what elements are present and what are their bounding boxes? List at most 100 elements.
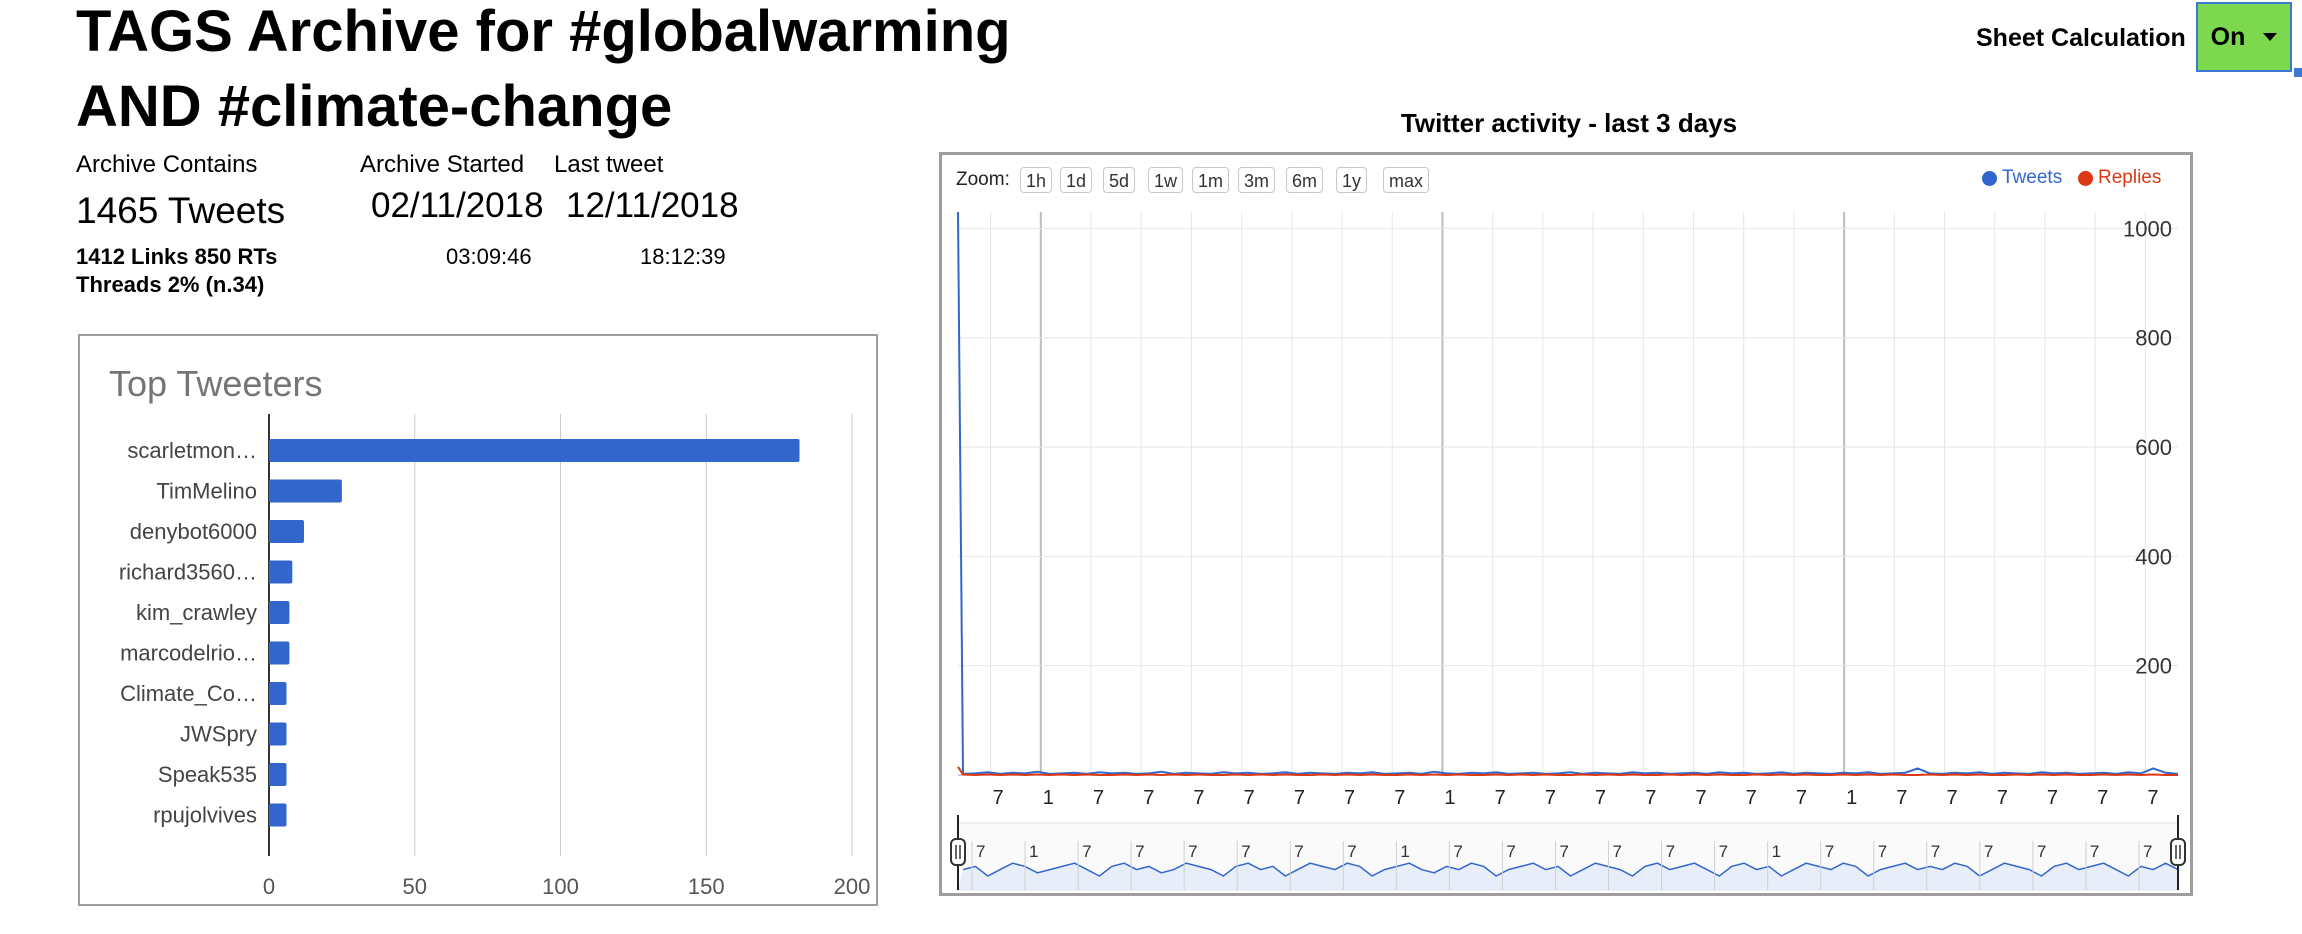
sheet-calculation-label: Sheet Calculation [1976,24,2186,52]
threads-stat: Threads 2% (n.34) [76,272,265,297]
x-tick-label: 7 [1093,787,1104,809]
range-handle-right[interactable] [2170,838,2186,866]
x-tick-label: 7 [1796,787,1807,809]
navigator-label: 7 [1135,842,1144,861]
category-label: rpujolvives [153,803,257,828]
navigator-label: 7 [1347,842,1356,861]
x-tick-label: 7 [1344,787,1355,809]
x-tick-label: 7 [2047,787,2058,809]
last-time: 18:12:39 [640,244,726,269]
bar [269,722,287,746]
y-tick-label: 600 [2135,435,2172,460]
category-label: marcodelrio… [120,641,257,666]
range-handle-left[interactable] [950,838,966,866]
navigator-label: 7 [1506,842,1515,861]
navigator-label: 1 [1029,842,1038,861]
archive-contains-label: Archive Contains [76,151,258,178]
legend-tweets[interactable]: Tweets [1982,167,2062,189]
bar [269,601,290,624]
legend-replies[interactable]: Replies [2078,167,2161,189]
navigator-label: 1 [1772,842,1781,861]
navigator-area [958,863,2178,890]
x-tick-label: 1 [1043,787,1054,809]
navigator-label: 1 [1400,842,1409,861]
x-tick-label: 7 [1946,787,1957,809]
category-label: Climate_Co… [120,681,257,706]
x-tick-label: 7 [1495,787,1506,809]
top-tweeters-svg: Top Tweeters scarletmon… TimMelino denybot… [109,363,871,899]
navigator-label: 7 [1825,842,1834,861]
y-tick-label: 400 [2135,544,2172,569]
links-rts: 1412 Links 850 RTs [76,244,278,269]
selection-resize-handle[interactable] [2294,68,2302,77]
zoom-1w-button[interactable]: 1w [1148,167,1184,193]
zoom-1m-button[interactable]: 1m [1192,167,1230,193]
activity-chart-title: Twitter activity - last 3 days [1400,108,1738,138]
zoom-3m-button[interactable]: 3m [1238,167,1276,193]
navigator-label: 7 [1613,842,1622,861]
x-tick-label: 7 [1294,787,1305,809]
x-tick-label: 1 [1444,787,1455,809]
x-tick-label: 7 [1193,787,1204,809]
bar [269,520,304,543]
chart-title: Top Tweeters [109,363,322,404]
last-tweet-label: Last tweet [554,151,664,178]
zoom-1h-button[interactable]: 1h [1020,167,1053,193]
bar [269,803,287,827]
navigator-label: 7 [2090,842,2099,861]
navigator-label: 7 [1559,842,1568,861]
zoom-1y-button[interactable]: 1y [1336,167,1368,193]
y-tick-label: 800 [2135,326,2172,351]
bar [269,641,290,665]
chevron-down-icon [2263,33,2278,41]
navigator-label: 7 [1931,842,1940,861]
x-tick-label: 7 [2097,787,2108,809]
x-tick-label: 200 [834,874,871,899]
category-label: TimMelino [156,479,257,504]
x-tick-label: 7 [1896,787,1907,809]
activity-chart: Zoom: 1h 1d 5d 1w 1m 3m 6m 1y max Tweets Replies… [939,152,2193,896]
archive-started-label: Archive Started [360,151,525,178]
x-tick-label: 7 [1595,787,1606,809]
last-date: 12/11/2018 [566,186,739,225]
category-label: denybot6000 [130,519,257,544]
y-tick-label: 1000 [2123,216,2172,241]
navigator-label: 7 [1294,842,1303,861]
x-tick-label: 7 [1545,787,1556,809]
zoom-label: Zoom: [956,169,1010,190]
sheet-calculation-dropdown[interactable]: On [2196,2,2292,72]
bar [269,479,342,503]
x-tick-label: 7 [1997,787,2008,809]
x-tick-label: 7 [1394,787,1405,809]
navigator-label: 7 [1666,842,1675,861]
bar [269,560,293,584]
navigator-label: 7 [2143,842,2152,861]
category-label: Speak535 [158,762,257,787]
series-line-replies [957,766,2178,777]
activity-svg: 200 400 600 800 1000 7 1 7 7 7 7 7 7 7 1 7 7 7 7 7 7 7 1 7 7 7 7 7… [950,211,2186,891]
bar [269,439,800,462]
category-label: richard3560… [119,560,257,585]
x-tick-label: 150 [688,874,725,899]
zoom-max-button[interactable]: max [1383,167,1430,193]
started-date: 02/11/2018 [371,186,544,225]
tweet-count: 1465 Tweets [76,190,286,231]
legend-tweets-label: Tweets [2002,167,2063,188]
navigator-label: 7 [1241,842,1250,861]
top-tweeters-chart: Top Tweeters scarletmon… TimMelino denybot… [78,334,878,906]
bar [269,763,287,786]
zoom-6m-button[interactable]: 6m [1286,167,1324,193]
title-line-2: AND #climate-change [76,74,673,139]
navigator-label: 7 [1719,842,1728,861]
zoom-1d-button[interactable]: 1d [1060,167,1093,193]
navigator-label: 7 [2037,842,2046,861]
started-time: 03:09:46 [446,244,532,269]
page-title: TAGS Archive for #globalwarming AND #cli… [76,0,1096,144]
title-line-1: TAGS Archive for #globalwarming [76,0,1011,64]
x-tick-label: 1 [1846,787,1857,809]
replies-legend-dot [2078,170,2093,186]
zoom-5d-button[interactable]: 5d [1103,167,1136,193]
category-label: scarletmon… [127,438,257,463]
x-tick-label: 7 [2147,787,2158,809]
navigator-label: 7 [976,842,985,861]
